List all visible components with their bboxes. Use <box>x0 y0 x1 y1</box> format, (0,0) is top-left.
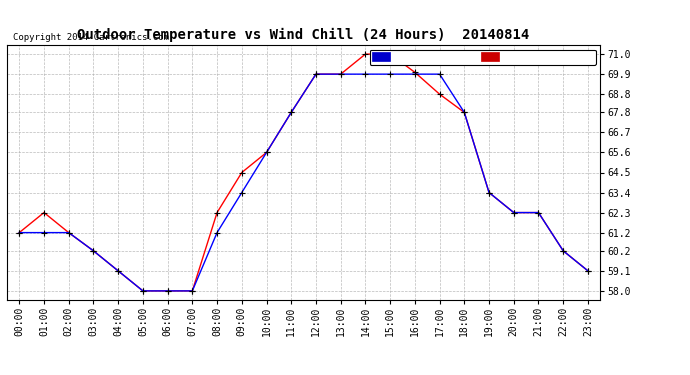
Legend: Wind Chill  (°F), Temperature  (°F): Wind Chill (°F), Temperature (°F) <box>370 50 595 64</box>
Text: Copyright 2014 Cartronics.com: Copyright 2014 Cartronics.com <box>13 33 169 42</box>
Title: Outdoor Temperature vs Wind Chill (24 Hours)  20140814: Outdoor Temperature vs Wind Chill (24 Ho… <box>77 28 530 42</box>
